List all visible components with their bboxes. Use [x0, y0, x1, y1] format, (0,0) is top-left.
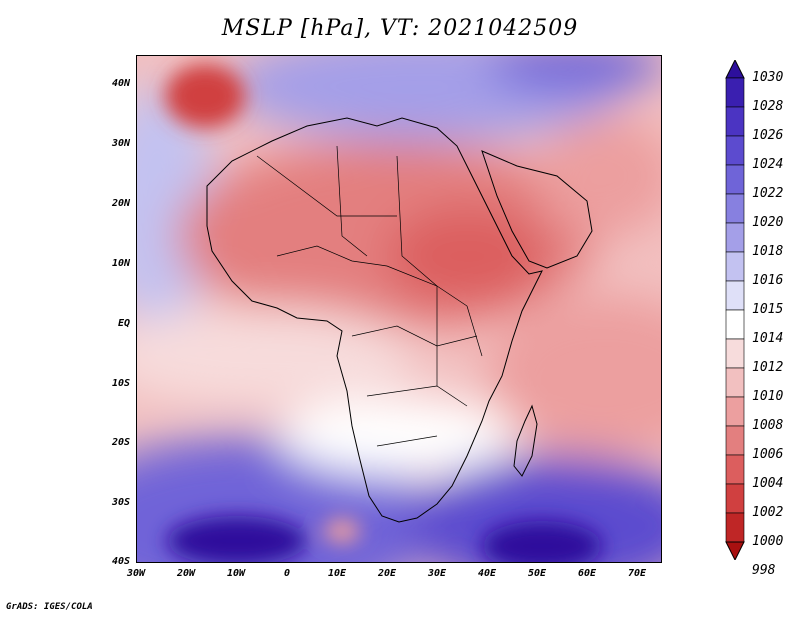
colorbar-swatch [725, 454, 745, 485]
lon-label-30w: 30W [126, 568, 146, 579]
lon-label-10e: 10E [327, 568, 347, 579]
footer-credit: GrADS: IGES/COLA [6, 602, 93, 612]
colorbar-level-label: 1000 [752, 534, 784, 549]
sudan-low [387, 206, 547, 306]
colorbar-swatch [725, 280, 745, 311]
colorbar-swatch [725, 164, 745, 195]
colorbar-swatch [725, 396, 745, 427]
map-panel [136, 55, 662, 563]
colorbar-swatch [725, 77, 745, 108]
africa-coastline [206, 117, 543, 523]
colorbar-swatch [725, 222, 745, 253]
arabia-coastline [481, 150, 593, 269]
colorbar-level-label: 1018 [752, 244, 784, 259]
colorbar-level-label: 1014 [752, 331, 784, 346]
colorbar-level-label: 1002 [752, 505, 784, 520]
colorbar-level-label: 1010 [752, 389, 784, 404]
lat-label-40s: 40S [111, 556, 130, 567]
southern-africa-ridge [277, 396, 517, 476]
colorbar-swatch [725, 251, 745, 282]
lat-label-10s: 10S [111, 378, 130, 389]
colorbar-swatch [725, 338, 745, 369]
lon-label-70e: 70E [627, 568, 647, 579]
colorbar-swatch [725, 483, 745, 514]
lon-label-50e: 50E [527, 568, 547, 579]
south-atlantic-core [167, 516, 307, 562]
northeast-high [487, 56, 661, 91]
colorbar-level-label: 998 [752, 563, 776, 578]
indian-ocean-zone [487, 296, 661, 456]
guinea-zone [137, 306, 417, 406]
colorbar-level-label: 1004 [752, 476, 784, 491]
colorbar-swatch [725, 425, 745, 456]
lat-label-30s: 30S [111, 497, 130, 508]
colorbar-level-label: 1008 [752, 418, 784, 433]
lon-label-60e: 60E [577, 568, 597, 579]
lon-label-20e: 20E [377, 568, 397, 579]
cape-low [324, 519, 360, 543]
lat-label-10n: 10N [111, 258, 130, 269]
colorbar-level-label: 1030 [752, 70, 784, 85]
colorbar-level-label: 1022 [752, 186, 784, 201]
colorbar-swatch [725, 367, 745, 398]
pressure-field [137, 56, 661, 562]
lon-label-0: 0 [283, 568, 291, 579]
colorbar-bottom-arrow [725, 541, 745, 560]
atlantic-low [165, 64, 245, 128]
colorbar-level-label: 1020 [752, 215, 784, 230]
south-indian-high [407, 456, 661, 562]
lat-label-20n: 20N [111, 198, 130, 209]
lon-label-40e: 40E [477, 568, 497, 579]
colorbar-swatch [725, 106, 745, 137]
colorbar-level-label: 1006 [752, 447, 784, 462]
lat-label-40n: 40N [111, 78, 130, 89]
lon-label-10w: 10W [226, 568, 246, 579]
colorbar-level-label: 1015 [752, 302, 784, 317]
colorbar-swatch [725, 512, 745, 543]
lon-label-20w: 20W [176, 568, 196, 579]
lat-label-eq: EQ [117, 318, 130, 329]
lon-label-30e: 30E [427, 568, 447, 579]
madagascar-outline [513, 404, 538, 477]
colorbar-level-label: 1028 [752, 99, 784, 114]
colorbar-level-label: 1012 [752, 360, 784, 375]
colorbar-swatch [725, 135, 745, 166]
colorbar-swatch [725, 309, 745, 340]
lat-label-20s: 20S [111, 437, 130, 448]
south-indian-core [482, 521, 602, 562]
colorbar-level-label: 1026 [752, 128, 784, 143]
colorbar-top-arrow [725, 60, 745, 79]
colorbar [725, 60, 745, 560]
lat-label-30n: 30N [111, 138, 130, 149]
colorbar-level-label: 1024 [752, 157, 784, 172]
colorbar-swatch [725, 193, 745, 224]
country-borders [256, 145, 483, 447]
arabia-low [537, 116, 661, 236]
map-title: MSLP [hPa], VT: 2021042509 [221, 16, 579, 41]
colorbar-level-label: 1016 [752, 273, 784, 288]
